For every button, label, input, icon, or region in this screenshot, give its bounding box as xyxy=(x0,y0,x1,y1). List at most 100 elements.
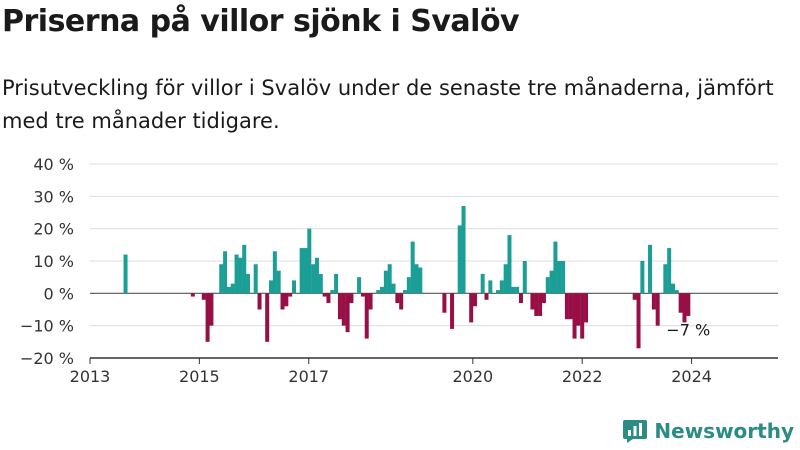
bar-chart: 40 %30 %20 %10 %0 %−10 %−20 % 2013 2015 20… xyxy=(20,155,778,386)
bar xyxy=(201,293,206,300)
bar xyxy=(636,293,641,349)
bar xyxy=(584,293,589,323)
bar xyxy=(557,261,562,294)
y-tick-label: 10 % xyxy=(33,252,74,271)
bar xyxy=(349,293,354,304)
bar xyxy=(545,277,550,294)
bar xyxy=(488,280,493,294)
bar xyxy=(276,270,281,294)
bar xyxy=(376,290,381,294)
bar xyxy=(238,257,243,294)
bar xyxy=(686,293,691,316)
bar xyxy=(303,248,308,294)
bar xyxy=(288,293,293,297)
bar xyxy=(655,293,660,326)
bar xyxy=(272,251,277,294)
bar xyxy=(123,254,128,294)
bar xyxy=(223,251,228,294)
bar xyxy=(549,270,554,294)
bar xyxy=(511,286,516,294)
bar xyxy=(678,293,683,313)
bar xyxy=(507,235,512,294)
bar xyxy=(522,261,527,294)
bar xyxy=(538,293,543,316)
bar xyxy=(190,293,195,297)
bar xyxy=(345,293,350,333)
bars xyxy=(123,206,691,349)
bar xyxy=(530,293,535,310)
bar xyxy=(403,290,408,294)
bar xyxy=(674,290,679,294)
newsworthy-chart-icon xyxy=(623,420,648,443)
bar xyxy=(671,283,675,294)
bar xyxy=(499,280,504,294)
y-axis-tick-labels: 40 % 30 % 20 % 10 % 0 % −10 % −20 % xyxy=(20,155,74,368)
x-tick-label: 2017 xyxy=(288,367,329,386)
bar xyxy=(534,293,539,316)
brand-name: Newsworthy xyxy=(654,419,794,443)
bar xyxy=(257,293,262,310)
bar xyxy=(457,225,462,294)
x-tick-label: 2015 xyxy=(179,367,220,386)
bar xyxy=(387,264,392,294)
x-tick-label: 2022 xyxy=(562,367,603,386)
bar xyxy=(234,254,239,294)
bar xyxy=(503,264,508,294)
bar xyxy=(580,293,585,339)
bar xyxy=(364,293,369,339)
bar xyxy=(450,293,455,329)
bar xyxy=(410,241,415,294)
bar xyxy=(682,293,687,323)
y-tick-label: 40 % xyxy=(33,155,74,174)
bar xyxy=(518,293,523,304)
bar xyxy=(330,290,335,294)
bar xyxy=(311,264,316,294)
bar xyxy=(663,264,668,294)
bar xyxy=(326,293,331,304)
bar xyxy=(209,293,214,326)
bar xyxy=(495,290,500,294)
bar xyxy=(334,273,339,294)
y-tick-label: 20 % xyxy=(33,220,74,239)
bar xyxy=(314,257,319,294)
bar xyxy=(230,283,235,294)
bar xyxy=(219,264,224,294)
bar xyxy=(553,241,558,294)
bar xyxy=(318,273,323,294)
bar xyxy=(572,293,577,339)
bar xyxy=(473,293,478,307)
bar xyxy=(205,293,210,342)
x-tick-label: 2020 xyxy=(452,367,493,386)
bar xyxy=(667,248,672,294)
y-tick-label: 0 % xyxy=(44,284,74,303)
bar xyxy=(341,293,346,326)
last-value-annotation: −7 % xyxy=(666,320,710,339)
bar xyxy=(480,273,485,294)
bar xyxy=(651,293,656,310)
bar xyxy=(242,244,247,294)
bar xyxy=(360,293,365,297)
bar xyxy=(322,293,327,297)
chart-title: Priserna på villor sjönk i Svalöv xyxy=(2,4,520,39)
x-axis-ticks: 2013 2015 2017 2020 2022 2024 xyxy=(70,358,712,386)
bar xyxy=(399,293,404,310)
bar xyxy=(269,280,274,294)
bar xyxy=(640,261,645,294)
bar xyxy=(418,267,423,294)
bar xyxy=(307,228,312,294)
grid-lines xyxy=(90,163,778,327)
newsworthy-brand: Newsworthy xyxy=(622,418,794,444)
bar xyxy=(561,261,566,294)
bar xyxy=(368,293,373,310)
bar xyxy=(280,293,285,310)
bar xyxy=(541,293,546,304)
bar xyxy=(391,283,396,294)
bar xyxy=(226,286,231,294)
bar xyxy=(246,273,251,294)
bar xyxy=(299,248,304,294)
y-tick-label: 30 % xyxy=(33,187,74,206)
bar xyxy=(337,293,342,320)
bar xyxy=(406,277,411,294)
bar xyxy=(564,293,569,320)
bar xyxy=(357,277,362,294)
